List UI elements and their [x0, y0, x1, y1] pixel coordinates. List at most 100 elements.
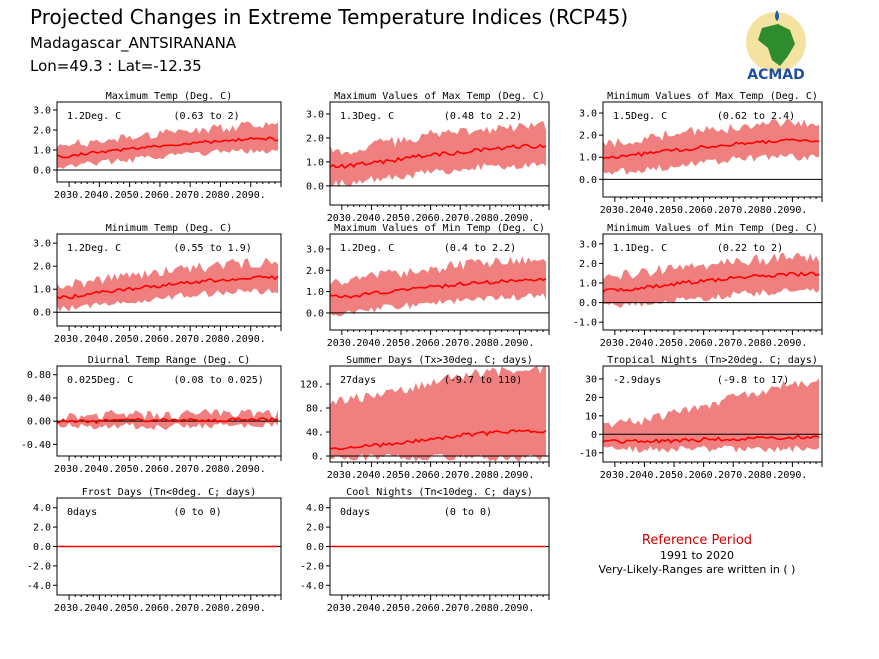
- reference-block: Reference Period 1991 to 2020 Very-Likel…: [599, 533, 796, 576]
- x-tick-label: 2060.: [689, 338, 719, 349]
- panel-title: Cool Nights (Tn<10deg. C; days): [346, 487, 533, 498]
- x-tick-label: 2030.: [54, 334, 84, 345]
- x-tick-label: 2090.: [236, 190, 266, 201]
- y-tick-label: 0.00: [27, 417, 51, 428]
- y-tick-label: 4.0: [33, 503, 51, 514]
- x-tick-label: 2050.: [386, 213, 416, 224]
- x-tick-label: 2040.: [356, 213, 386, 224]
- x-tick-label: 2060.: [145, 190, 175, 201]
- x-tick-label: 2080.: [475, 603, 505, 614]
- y-tick-label: -2.0: [300, 561, 324, 572]
- panel-range-label: (0 to 0): [173, 507, 221, 518]
- coords-label: Lon=49.3 : Lat=-12.35: [30, 57, 202, 75]
- panel-value-label: -2.9days: [613, 375, 661, 386]
- x-tick-label: 2090.: [236, 603, 266, 614]
- x-tick-label: 2090.: [504, 213, 534, 224]
- x-tick-label: 2060.: [416, 338, 446, 349]
- panel-5: 0.0 1.0 2.0 3.0 2030. 2040. 2050. 2060. 2070. 208…: [306, 223, 550, 349]
- x-tick-label: 2080.: [748, 470, 778, 481]
- y-tick-label: -10: [579, 448, 597, 459]
- y-tick-label: 2.0: [306, 133, 324, 144]
- x-tick-label: 2090.: [504, 603, 534, 614]
- y-tick-label: 3.0: [306, 244, 324, 255]
- panel-title: Diurnal Temp Range (Deg. C): [88, 355, 251, 366]
- x-tick-label: 2070.: [445, 213, 475, 224]
- plot-frame: [602, 233, 823, 331]
- y-tick-label: -2.0: [27, 561, 51, 572]
- x-tick-label: 2090.: [777, 338, 807, 349]
- panel-value-label: 1.2Deg. C: [340, 243, 394, 254]
- ensemble-mean-line: [329, 277, 547, 299]
- x-tick-label: 2070.: [175, 190, 205, 201]
- panel-value-label: 1.2Deg. C: [67, 111, 121, 122]
- y-tick-label: 2.0: [33, 126, 51, 137]
- x-tick-label: 2030.: [327, 470, 357, 481]
- x-tick-label: 2050.: [659, 470, 689, 481]
- y-tick-label: 3.0: [579, 109, 597, 120]
- y-tick-label: -1.0: [573, 318, 597, 329]
- panel-range-label: (0.55 to 1.9): [173, 243, 251, 254]
- x-tick-label: 2050.: [386, 603, 416, 614]
- y-tick-label: 1.0: [579, 278, 597, 289]
- x-tick-label: 2080.: [748, 338, 778, 349]
- panel-title: Summer Days (Tx>30deg. C; days): [346, 355, 533, 366]
- ensemble-mean-line: [602, 271, 820, 293]
- plot-frame: [56, 365, 282, 457]
- x-tick-label: 2040.: [84, 464, 114, 475]
- x-tick-label: 2060.: [416, 470, 446, 481]
- panel-title: Maximum Values of Min Temp (Deg. C): [334, 223, 545, 234]
- y-tick-label: 3.0: [579, 239, 597, 250]
- panel-value-label: 0.025Deg. C: [67, 375, 133, 386]
- panel-value-label: 27days: [340, 375, 376, 386]
- y-tick-label: 0.0: [306, 542, 324, 553]
- x-tick-label: 2080.: [205, 464, 235, 475]
- y-tick-label: -0.40: [21, 440, 51, 451]
- panel-range-label: (0.22 to 2): [717, 243, 783, 254]
- panel-value-label: 1.5Deg. C: [613, 111, 667, 122]
- x-tick-label: 2040.: [356, 603, 386, 614]
- panel-4: 0.0 1.0 2.0 3.0 2030. 2040. 2050. 2060. 2070. 208…: [33, 223, 282, 345]
- panel-value-label: 1.2Deg. C: [67, 243, 121, 254]
- x-tick-label: 2050.: [115, 603, 145, 614]
- panel-title: Minimum Temp (Deg. C): [106, 223, 232, 234]
- y-tick-label: 10: [585, 411, 597, 422]
- location-label: Madagascar_ANTSIRANANA: [30, 34, 237, 53]
- reference-note: Very-Likely-Ranges are written in ( ): [599, 563, 796, 576]
- reference-period: 1991 to 2020: [660, 549, 734, 562]
- y-tick-label: 1.0: [579, 153, 597, 164]
- x-tick-label: 2060.: [145, 334, 175, 345]
- x-tick-label: 2040.: [84, 603, 114, 614]
- x-tick-label: 2060.: [689, 205, 719, 216]
- x-tick-label: 2090.: [504, 470, 534, 481]
- y-tick-label: 0.40: [27, 393, 51, 404]
- plot-frame: [56, 101, 282, 183]
- y-tick-label: 2.0: [306, 266, 324, 277]
- panel-range-label: (0.4 to 2.2): [444, 243, 516, 254]
- y-tick-label: 30: [585, 374, 597, 385]
- panel-8: 0. 40. 80. 120. 2030. 2040. 2050. 2060. 2070. 208…: [300, 355, 550, 481]
- x-tick-label: 2060.: [416, 603, 446, 614]
- y-tick-label: 0.: [312, 452, 324, 463]
- acmad-logo: ACMAD: [746, 10, 806, 83]
- y-tick-label: 3.0: [306, 109, 324, 120]
- y-tick-label: 2.0: [33, 262, 51, 273]
- y-tick-label: 0.0: [306, 181, 324, 192]
- x-tick-label: 2070.: [718, 205, 748, 216]
- y-tick-label: 0.0: [306, 308, 324, 319]
- plot-frame: [329, 101, 550, 206]
- logo-text: ACMAD: [747, 67, 805, 83]
- panel-title: Frost Days (Tn<0deg. C; days): [82, 487, 257, 498]
- africa-map-icon: [758, 24, 795, 66]
- panel-6: -1.0 0.0 1.0 2.0 3.0 2030. 2040. 2050. 2060. 2070…: [573, 223, 823, 349]
- y-tick-label: 1.0: [306, 287, 324, 298]
- panel-range-label: (-9.8 to 17): [717, 375, 789, 386]
- x-tick-label: 2030.: [327, 603, 357, 614]
- x-tick-label: 2070.: [445, 470, 475, 481]
- x-tick-label: 2090.: [236, 334, 266, 345]
- plot-frame: [602, 365, 823, 463]
- panel-10: -4.0 -2.0 0.0 2.0 4.0 2030. 2040. 2050. 2060. 207…: [27, 487, 282, 614]
- y-tick-label: 2.0: [306, 523, 324, 534]
- reference-title: Reference Period: [642, 533, 752, 548]
- panel-range-label: (0.62 to 2.4): [717, 111, 795, 122]
